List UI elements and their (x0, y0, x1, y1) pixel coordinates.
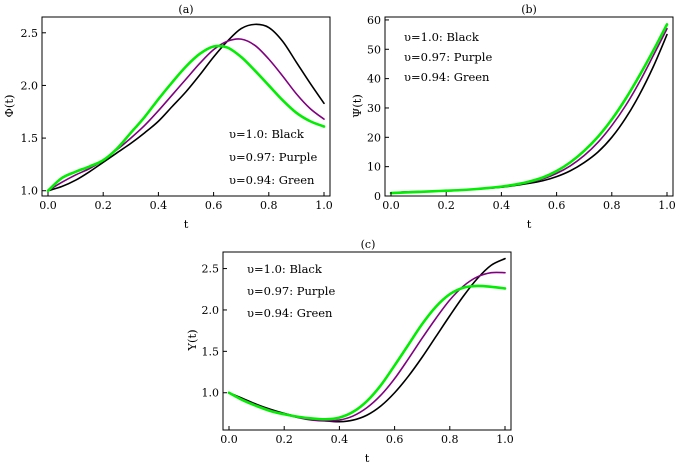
panel-b-y-tick-label: 30 (367, 102, 381, 115)
panel-a-series-purple (47, 38, 325, 192)
panel-c-y-tick-label: 1.5 (202, 345, 220, 358)
panel-b-x-tick-label: 0.2 (437, 199, 455, 212)
panel-a-x-tick-label: 0.6 (205, 199, 223, 212)
panel-c-x-tick-label: 0.4 (331, 433, 349, 446)
panel-a-x-tick-label: 0.8 (260, 199, 278, 212)
panel-b-y-tick-label: 60 (367, 14, 381, 27)
panel-a-y-tick-label: 2.0 (21, 79, 39, 92)
panel-b-series (389, 23, 669, 195)
panel-a-legend: υ=1.0: Black υ=0.97: Purple υ=0.94: Gree… (229, 127, 317, 187)
panel-a-legend-item: υ=0.97: Purple (229, 150, 317, 164)
panel-a-series-black (47, 23, 325, 192)
panel-c-series-green (227, 284, 507, 421)
panel-c-x-tick-label: 1.0 (496, 433, 514, 446)
panel-b-y-axis-label: Ψ(t) (350, 94, 364, 118)
panel-b-legend: υ=1.0: Black υ=0.97: Purple υ=0.94: Gree… (404, 30, 492, 84)
panel-b-x-ticks: 0.0 0.2 0.4 0.6 0.8 1.0 (382, 192, 676, 212)
panel-b-legend-item: υ=0.94: Green (404, 70, 490, 84)
panel-b-x-tick-label: 0.8 (603, 199, 621, 212)
panel-a-title: (a) (178, 3, 193, 16)
panel-b-y-tick-label: 20 (367, 131, 381, 144)
panel-b: (b) 0.0 0.2 0.4 0.6 0.8 1.0 0 10 20 30 40 50 60 t Ψ… (350, 3, 676, 231)
panel-c-series (227, 257, 507, 423)
panel-a: (a) 0.0 0.2 0.4 0.6 0.8 1.0 1.0 1.5 2.0 2.5 t Φ(… (2, 3, 333, 231)
panel-c-legend-item: υ=0.97: Purple (247, 284, 335, 298)
panel-a-legend-item: υ=1.0: Black (229, 127, 305, 141)
panel-a-legend-item: υ=0.94: Green (229, 173, 315, 187)
panel-b-x-tick-label: 1.0 (658, 199, 676, 212)
panel-c-x-tick-label: 0.6 (386, 433, 404, 446)
panel-c-title: (c) (361, 238, 376, 251)
panel-c-x-axis-label: t (365, 451, 370, 465)
panel-a-y-tick-label: 1.5 (21, 132, 39, 145)
panel-c-legend-item: υ=1.0: Black (247, 262, 323, 276)
panel-c-x-tick-label: 0.2 (275, 433, 293, 446)
panel-c-y-axis-label: Υ(t) (185, 329, 199, 351)
panel-b-title: (b) (521, 3, 537, 16)
panel-a-x-ticks: 0.0 0.2 0.4 0.6 0.8 1.0 (39, 192, 333, 212)
panel-b-x-tick-label: 0.6 (548, 199, 566, 212)
panel-a-x-tick-label: 0.0 (39, 199, 57, 212)
panel-b-legend-item: υ=0.97: Purple (404, 50, 492, 64)
panel-a-x-tick-label: 0.2 (94, 199, 112, 212)
panel-a-series (46, 23, 326, 193)
panel-a-y-axis-label: Φ(t) (2, 94, 16, 117)
panel-c-y-ticks: 1.0 1.5 2.0 2.5 (202, 263, 227, 400)
panel-a-y-tick-label: 1.0 (21, 185, 39, 198)
panel-b-x-tick-label: 0.0 (382, 199, 400, 212)
panel-c-x-tick-label: 0.8 (441, 433, 459, 446)
panel-a-series-green (46, 44, 326, 193)
panel-c-x-ticks: 0.0 0.2 0.4 0.6 0.8 1.0 (220, 426, 514, 446)
panel-b-y-tick-label: 40 (367, 73, 381, 86)
panel-b-y-ticks: 0 10 20 30 40 50 60 (367, 14, 389, 203)
panel-a-x-tick-label: 0.4 (150, 199, 168, 212)
panel-c-legend-item: υ=0.94: Green (247, 306, 333, 320)
panel-a-y-ticks: 1.0 1.5 2.0 2.5 (21, 27, 46, 198)
panel-c-x-tick-label: 0.0 (220, 433, 238, 446)
panel-c-y-tick-label: 2.0 (202, 304, 220, 317)
panel-b-y-tick-label: 50 (367, 43, 381, 56)
panel-a-x-axis-label: t (184, 217, 189, 231)
panel-c-legend: υ=1.0: Black υ=0.97: Purple υ=0.94: Gree… (247, 262, 335, 320)
panel-c: (c) 0.0 0.2 0.4 0.6 0.8 1.0 1.0 1.5 2.0 2.5 t Υ(… (185, 238, 514, 465)
panel-a-x-tick-label: 1.0 (315, 199, 333, 212)
panel-b-x-tick-label: 0.4 (493, 199, 511, 212)
panel-a-y-tick-label: 2.5 (21, 27, 39, 40)
panel-b-legend-item: υ=1.0: Black (404, 30, 480, 44)
panel-b-y-tick-label: 10 (367, 161, 381, 174)
panel-c-y-tick-label: 2.5 (202, 263, 220, 276)
panel-c-frame (222, 251, 512, 431)
panel-b-y-tick-label: 0 (374, 190, 381, 203)
panel-b-x-axis-label: t (527, 217, 532, 231)
panel-c-y-tick-label: 1.0 (202, 387, 220, 400)
panel-b-series-green (389, 23, 669, 195)
